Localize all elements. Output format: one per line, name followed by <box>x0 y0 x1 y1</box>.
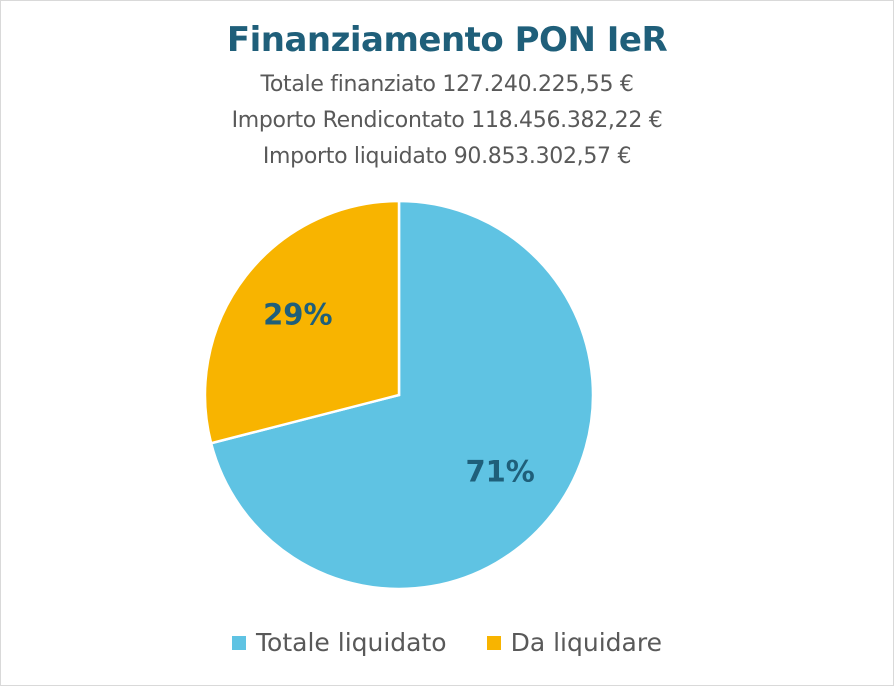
pie-slice-da-liquidare <box>203 199 401 445</box>
subtitle-totale-finanziato: Totale finanziato 127.240.225,55 € <box>260 72 634 97</box>
legend: Totale liquidato Da liquidare <box>0 628 894 657</box>
legend-label-da-liquidare: Da liquidare <box>510 628 662 657</box>
legend-item-da-liquidare: Da liquidare <box>486 628 662 657</box>
subtitle-importo-rendicontato: Importo Rendicontato 118.456.382,22 € <box>231 108 663 133</box>
data-label-da-liquidare: 29% <box>263 298 332 332</box>
pie-slice-totale-liquidato <box>209 199 595 591</box>
legend-swatch-totale-liquidato <box>232 635 247 650</box>
chart-title: Finanziamento PON IeR <box>226 20 668 60</box>
legend-item-totale-liquidato: Totale liquidato <box>232 628 447 657</box>
data-label-totale-liquidato: 71% <box>465 454 534 488</box>
legend-swatch-da-liquidare <box>486 635 501 650</box>
legend-label-totale-liquidato: Totale liquidato <box>256 628 447 657</box>
subtitle-importo-liquidato: Importo liquidato 90.853.302,57 € <box>262 144 632 169</box>
